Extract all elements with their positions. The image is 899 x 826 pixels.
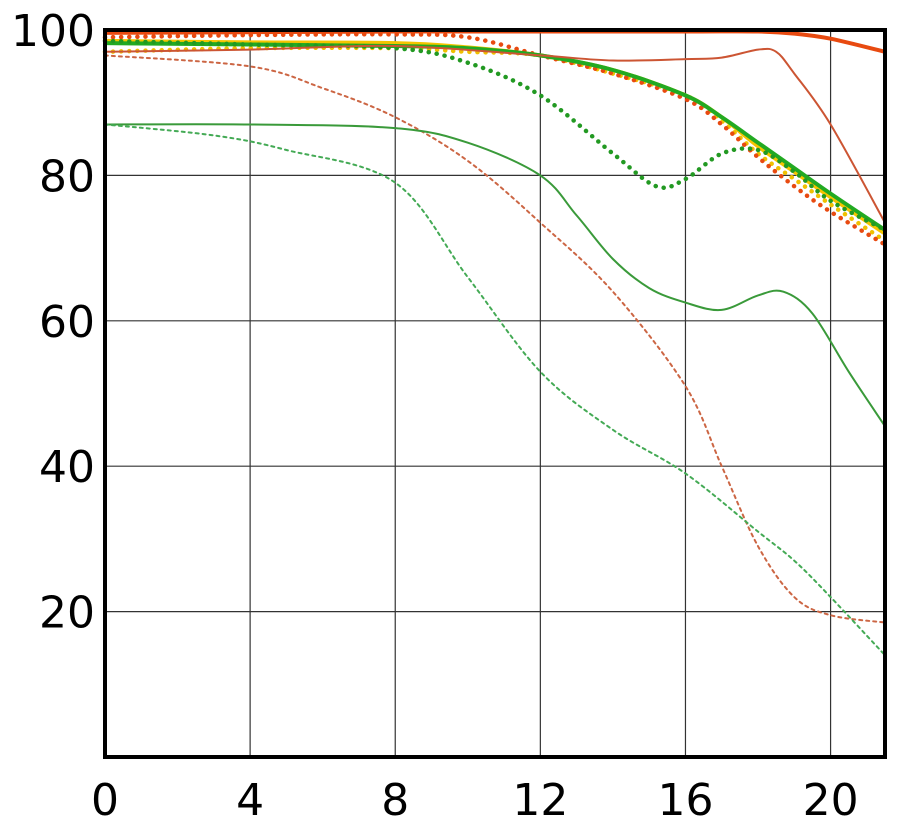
y-tick-label: 60 — [39, 297, 95, 348]
series-line-5 — [103, 41, 887, 232]
series-line-6 — [102, 38, 888, 233]
x-tick-label: 8 — [381, 775, 409, 826]
series-line-4 — [102, 32, 888, 247]
y-tick-label: 20 — [39, 588, 95, 639]
series-line-2 — [102, 45, 888, 244]
gridlines — [105, 30, 885, 757]
series-line-1 — [103, 38, 887, 236]
x-tick-label: 20 — [803, 775, 859, 826]
series-group — [102, 29, 888, 657]
y-tick-label: 80 — [39, 151, 95, 202]
y-tick-label: 100 — [11, 6, 95, 57]
x-tick-label: 0 — [91, 775, 119, 826]
series-line-9 — [104, 123, 886, 428]
y-tick-label: 40 — [39, 442, 95, 493]
x-tick-label: 12 — [512, 775, 568, 826]
y-axis-ticks: 20 40 60 80 100 — [11, 6, 95, 639]
series-line-8 — [104, 54, 886, 624]
x-tick-label: 4 — [236, 775, 264, 826]
plot-frame — [103, 28, 887, 759]
x-axis-ticks: 0 4 8 12 16 20 — [91, 775, 859, 826]
x-tick-label: 16 — [657, 775, 713, 826]
series-line-7 — [104, 44, 886, 224]
series-line-10 — [104, 123, 886, 657]
